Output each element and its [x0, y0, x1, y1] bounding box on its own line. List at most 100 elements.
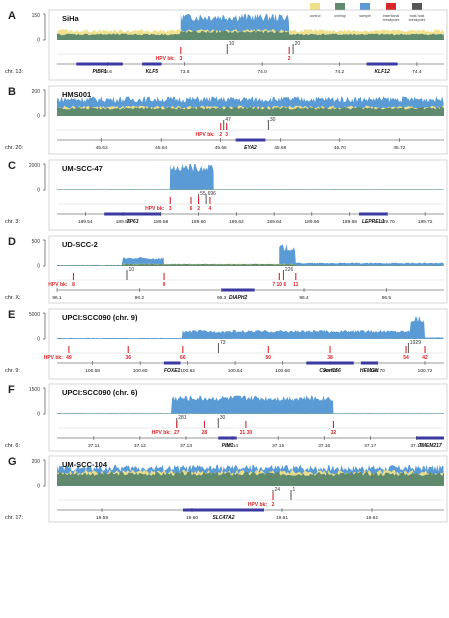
- panel-frame: [48, 383, 448, 452]
- x-tick-label: 189.66: [305, 219, 320, 225]
- sample-title: UD-SCC-2: [62, 240, 98, 249]
- panel-letter: E: [8, 309, 15, 321]
- coverage-tick-zero: 0: [37, 337, 40, 343]
- coverage-tick-zero: 0: [37, 188, 40, 194]
- overlap-coverage-area: [57, 471, 444, 486]
- gene-block: [359, 212, 388, 216]
- chromosome-label: chr. 6:: [5, 443, 20, 449]
- sample-title: UM-SCC-47: [62, 164, 103, 173]
- gene-label: SLC47A2: [213, 515, 235, 521]
- coverage-tick-zero: 0: [37, 114, 40, 120]
- x-tick-label: 73.8: [180, 69, 190, 75]
- hpv-breakpoint-label: 50: [266, 355, 272, 361]
- sample-title: HMS001: [62, 90, 91, 99]
- hpv-bk-prefix: HPV bk:: [44, 355, 64, 361]
- x-tick-label: 45.66: [215, 145, 227, 151]
- hpv-breakpoint-label: 2: [197, 206, 200, 212]
- hpv-breakpoint-label: 3: [179, 56, 182, 62]
- legend-label-line: host-host: [410, 14, 425, 18]
- read-count-label: 47: [225, 117, 231, 123]
- hpv-breakpoint-label: 54: [403, 355, 409, 361]
- hpv-breakpoint-label: 2: [272, 502, 275, 508]
- panel-frame: [48, 235, 448, 304]
- x-tick-label: 100.68: [323, 368, 338, 374]
- x-tick-label: 37.17: [364, 443, 376, 449]
- gene-label: C9orf156: [319, 368, 341, 374]
- chromosome-label: chr. X:: [5, 295, 21, 301]
- hpv-breakpoint-label: 66: [180, 355, 186, 361]
- x-tick-label: 189.72: [418, 219, 433, 225]
- coverage-tick-max: 2000: [29, 163, 40, 169]
- read-count-label: 281: [178, 415, 187, 421]
- gene-label: DIAPH2: [229, 295, 248, 301]
- coverage-tick-zero: 0: [37, 484, 40, 490]
- x-tick-label: 189.68: [342, 219, 357, 225]
- legend-label-line: control: [310, 14, 321, 18]
- hpv-bk-prefix: HPV bk:: [248, 502, 268, 508]
- read-count-label: 30: [220, 415, 226, 421]
- x-tick-label: 74.0: [257, 69, 267, 75]
- x-tick-label: 73.6: [103, 69, 113, 75]
- panel-E: E 5000 0 UPCI:SCC090 (chr. 9) 73 1929 49 36 66 50…: [5, 308, 448, 380]
- x-tick-label: 37.16: [318, 443, 330, 449]
- gene-block: [76, 62, 123, 66]
- hpv-breakpoint-label: 2: [288, 56, 291, 62]
- x-tick-label: 189.54: [78, 219, 93, 225]
- gene-label: PIM1: [222, 443, 234, 449]
- x-tick-label: 100.70: [370, 368, 385, 374]
- hpv-breakpoint-label: 36: [125, 355, 131, 361]
- x-tick-label: 19.59: [96, 515, 108, 521]
- coverage-tick-zero: 0: [37, 412, 40, 418]
- x-tick-label: 100.58: [85, 368, 100, 374]
- coverage-tick-max: 200: [32, 459, 41, 465]
- legend-label-line: breakpoint: [383, 18, 400, 22]
- hpv-breakpoint-label: 11: [293, 282, 299, 288]
- gene-block: [366, 62, 398, 66]
- x-tick-label: 96.3: [217, 295, 227, 301]
- read-count-label: 10: [229, 41, 235, 47]
- panel-frame: [48, 9, 448, 81]
- x-tick-label: 37.14: [226, 443, 238, 449]
- coverage-tick-max: 1500: [29, 387, 40, 393]
- x-tick-label: 189.64: [267, 219, 282, 225]
- panel-D: D 500 0 UD-SCC-2 10 226 8 9 7 10 6 11 HPV bk: chr. …: [5, 235, 448, 304]
- gene-label: PIBF1: [92, 69, 106, 75]
- hpv-breakpoint-label: 42: [422, 355, 428, 361]
- chromosome-label: chr. 3:: [5, 219, 20, 225]
- x-tick-label: 45.72: [393, 145, 405, 151]
- gene-block: [163, 361, 181, 365]
- read-count-label: 55: [200, 191, 206, 197]
- legend-label-line: insertional: [383, 14, 400, 18]
- gene-block: [235, 138, 266, 142]
- hpv-breakpoint-label: 32: [331, 430, 337, 436]
- read-count-label: 10: [128, 267, 134, 273]
- sample-coverage-area: [57, 164, 444, 190]
- x-tick-label: 45.62: [96, 145, 108, 151]
- x-tick-label: 96.5: [382, 295, 392, 301]
- sample-title: UPCI:SCC090 (chr. 6): [62, 388, 138, 397]
- panel-frame: [48, 455, 448, 523]
- hpv-breakpoint-label: 27: [174, 430, 180, 436]
- read-count-label: 24: [275, 487, 281, 493]
- panel-letter: C: [8, 160, 16, 172]
- x-tick-label: 100.66: [275, 368, 290, 374]
- legend-swatch-0: [310, 3, 320, 10]
- hpv-bk-prefix: HPV bk:: [152, 430, 172, 436]
- hpv-breakpoint-label: 4: [209, 206, 212, 212]
- panel-frame: [48, 159, 448, 231]
- hpv-bk-prefix: HPV bk:: [156, 56, 176, 62]
- read-count-label: 1929: [410, 340, 421, 346]
- panel-A: A 150 0 SiHa 10 20 3 2 HPV bk: chr. 13: 73.6 73.8 74…: [5, 9, 448, 81]
- gene-block: [416, 436, 444, 440]
- x-tick-label: 189.58: [153, 219, 168, 225]
- legend-swatch-4: [412, 3, 422, 10]
- legend-swatch-2: [360, 3, 370, 10]
- read-count-label: 20: [295, 41, 301, 47]
- legend-label-line: breakpoint: [409, 18, 426, 22]
- gene-label: EYA2: [244, 145, 257, 151]
- chromosome-label: chr. 20:: [5, 145, 24, 151]
- x-tick-label: 19.61: [276, 515, 288, 521]
- hpv-breakpoint-label: 31 30: [240, 430, 253, 436]
